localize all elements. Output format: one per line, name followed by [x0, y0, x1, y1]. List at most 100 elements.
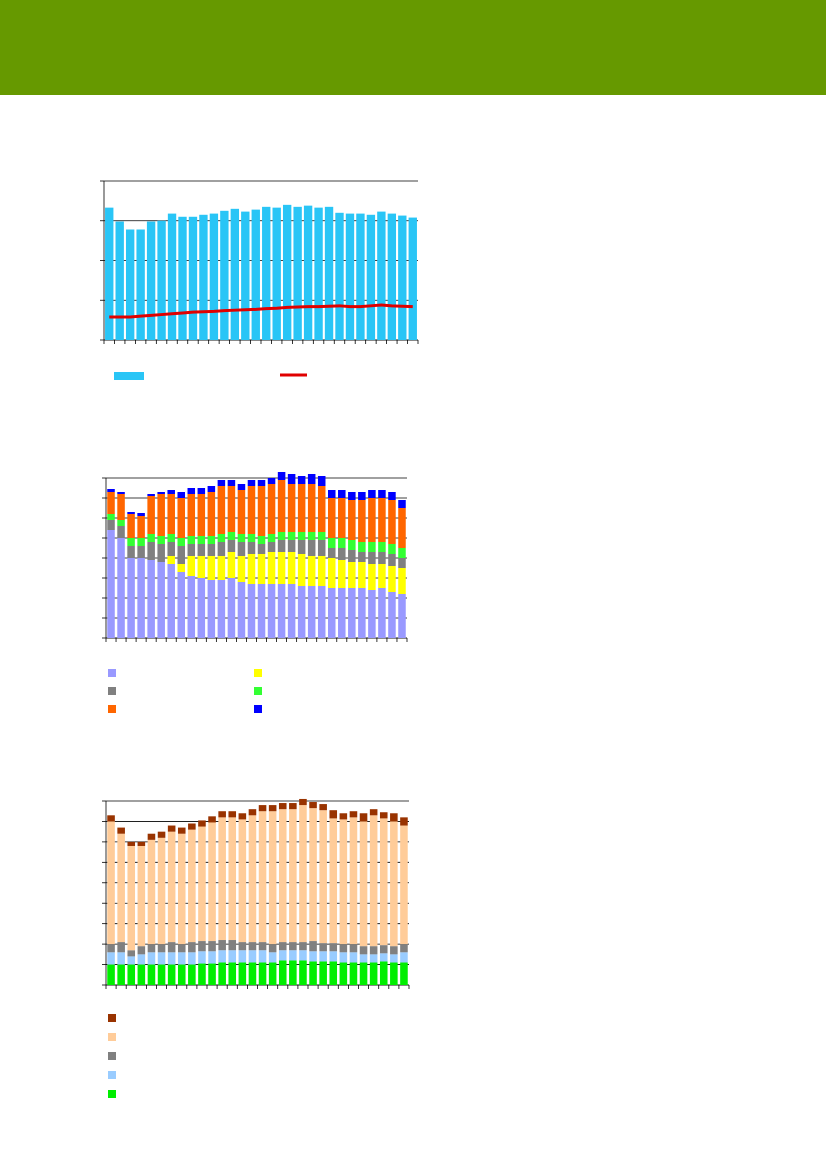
bar: [137, 546, 145, 558]
bar: [287, 552, 296, 584]
bar: [107, 530, 115, 638]
bar: [390, 946, 398, 955]
bar: [307, 586, 316, 638]
bar: [127, 514, 135, 538]
bar: [329, 810, 338, 819]
bar: [248, 950, 257, 963]
bar: [198, 963, 206, 985]
bar: [277, 472, 286, 480]
bar: [378, 552, 386, 564]
bar: [115, 221, 124, 340]
bar: [228, 950, 237, 963]
bar: [258, 805, 267, 812]
bar: [217, 580, 226, 638]
bar: [147, 560, 155, 638]
bar: [317, 586, 326, 638]
bar: [157, 964, 166, 985]
bar: [377, 211, 386, 340]
legend-swatch: [108, 1014, 116, 1022]
bar: [167, 490, 175, 494]
bar: [188, 829, 196, 943]
bar: [208, 816, 216, 823]
bar: [147, 944, 156, 953]
bar: [317, 532, 326, 540]
bar: [217, 556, 226, 580]
bar: [319, 961, 327, 985]
bar: [199, 214, 208, 340]
bar: [358, 500, 366, 542]
bar: [369, 946, 378, 955]
bar: [237, 490, 246, 534]
bar: [398, 215, 407, 340]
bar: [187, 556, 196, 576]
bar: [388, 592, 396, 638]
bar: [358, 542, 366, 552]
bar: [348, 562, 356, 588]
bar: [348, 588, 356, 638]
bar: [398, 508, 406, 548]
bar: [167, 564, 175, 638]
bar: [338, 560, 346, 588]
bar: [228, 811, 237, 818]
bar: [317, 556, 326, 586]
bar: [187, 576, 196, 638]
bar: [157, 492, 165, 494]
bar: [338, 538, 346, 548]
bar: [390, 954, 398, 963]
bar: [197, 536, 206, 544]
bar: [359, 962, 368, 985]
bar: [117, 833, 125, 943]
bar: [147, 833, 156, 840]
bar: [277, 584, 286, 638]
bar: [338, 588, 346, 638]
bar: [317, 486, 326, 532]
bar: [197, 494, 206, 536]
bar: [369, 815, 378, 947]
bar: [238, 950, 247, 963]
bar: [287, 484, 296, 532]
bar: [358, 552, 366, 562]
bar: [248, 809, 257, 816]
bar: [388, 554, 396, 566]
bar: [319, 943, 327, 952]
bar: [147, 952, 156, 965]
bar: [277, 540, 286, 552]
bar: [324, 206, 334, 340]
bar: [247, 542, 256, 554]
bar: [267, 552, 276, 584]
bar: [258, 950, 267, 963]
bar: [257, 584, 266, 638]
bar: [218, 962, 226, 985]
bar: [378, 498, 386, 542]
bar: [398, 568, 406, 594]
bar: [307, 556, 316, 586]
bar: [177, 546, 186, 564]
bar: [282, 204, 292, 340]
bar: [127, 956, 136, 965]
bar: [267, 584, 276, 638]
bar: [297, 532, 306, 540]
bar: [329, 818, 338, 944]
bar: [237, 534, 246, 542]
bar: [247, 554, 256, 584]
bar: [329, 943, 338, 952]
bar: [137, 558, 145, 638]
bar: [197, 556, 206, 578]
bar: [289, 942, 297, 951]
bar: [287, 532, 296, 540]
bar: [217, 480, 226, 486]
bar: [349, 952, 358, 963]
bar: [327, 538, 336, 548]
bar: [127, 512, 135, 514]
bar: [349, 962, 358, 985]
bar: [287, 584, 296, 638]
bar: [230, 208, 240, 340]
bar: [227, 540, 236, 552]
bar: [218, 811, 226, 818]
bar: [378, 542, 386, 552]
bar: [398, 500, 406, 508]
bar: [117, 942, 125, 953]
bar: [349, 817, 358, 945]
bar: [359, 821, 368, 947]
bar: [237, 542, 246, 556]
